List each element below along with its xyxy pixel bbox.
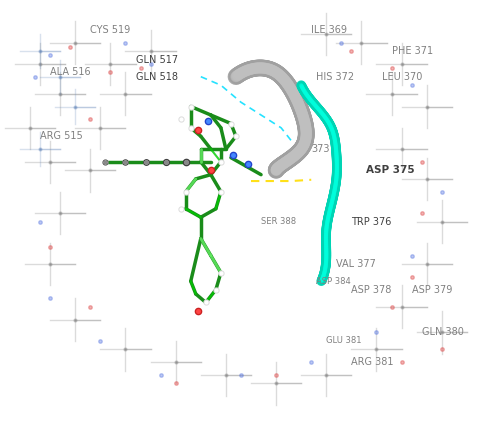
Text: ASP 375: ASP 375 (366, 165, 414, 176)
Text: CYS 519: CYS 519 (90, 25, 130, 35)
Text: GLN 518: GLN 518 (135, 72, 177, 82)
Text: ASP 379: ASP 379 (411, 285, 451, 295)
Text: ILE 369: ILE 369 (311, 25, 347, 35)
Text: HIS 372: HIS 372 (316, 72, 354, 82)
Text: GLN 517: GLN 517 (135, 55, 177, 65)
Text: ASP 384: ASP 384 (316, 276, 350, 286)
Text: ALA 516: ALA 516 (50, 67, 91, 78)
Text: GLU 381: GLU 381 (326, 336, 361, 345)
Text: GLN 380: GLN 380 (421, 327, 462, 337)
Text: VAL 377: VAL 377 (336, 259, 375, 269)
Text: ASP 378: ASP 378 (351, 285, 391, 295)
Text: PHE 371: PHE 371 (391, 46, 432, 56)
Text: LEU 370: LEU 370 (381, 72, 421, 82)
Text: ARG 381: ARG 381 (351, 357, 393, 367)
Text: ARG 515: ARG 515 (40, 131, 83, 141)
Text: 373: 373 (311, 144, 329, 154)
Text: TRP 376: TRP 376 (351, 216, 391, 227)
Text: SER 388: SER 388 (261, 217, 296, 226)
